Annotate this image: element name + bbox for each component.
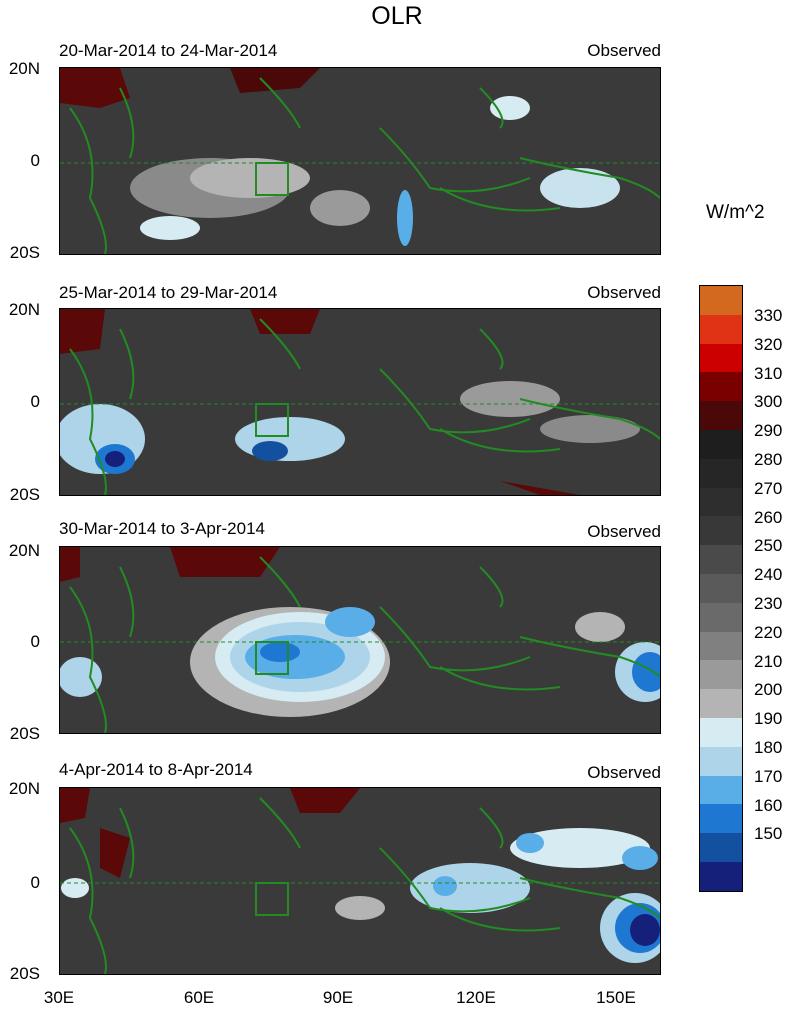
panel-3-tag: Observed: [587, 522, 661, 541]
figure-title: OLR: [371, 2, 423, 30]
colorbar-label: 300: [754, 392, 783, 412]
map-panel-4: [59, 787, 661, 975]
panel-2-date-range: 25-Mar-2014 to 29-Mar-2014: [59, 283, 278, 302]
colorbar-label: 240: [754, 565, 783, 585]
colorbar-swatch: [700, 343, 742, 373]
colorbar-swatch: [700, 314, 742, 344]
colorbar-label: 250: [754, 536, 783, 556]
colorbar-swatch: [700, 861, 742, 891]
lat-label-20n: 20N: [8, 779, 40, 798]
colorbar-swatch: [700, 545, 742, 574]
colorbar-label: 230: [754, 594, 783, 613]
colorbar-units: W/m^2: [706, 202, 765, 223]
colorbar-swatch: [700, 746, 742, 776]
lat-label-20s: 20S: [9, 485, 40, 504]
lat-label-0: 0: [30, 392, 40, 411]
colorbar-swatch: [700, 717, 742, 747]
map-panel-2: [59, 308, 661, 496]
colorbar-swatch: [700, 401, 742, 430]
colorbar-swatch: [700, 458, 742, 488]
panel-2-tag: Observed: [587, 283, 661, 302]
map-panel-3: [59, 546, 661, 734]
colorbar-label: 180: [754, 738, 783, 757]
colorbar-label: 220: [754, 622, 783, 642]
panel-1-tag: Observed: [587, 41, 661, 60]
lat-label-20n: 20N: [8, 59, 40, 78]
lat-label-0: 0: [30, 151, 40, 170]
colorbar-swatch: [700, 429, 742, 459]
colorbar-label: 320: [754, 334, 783, 354]
lat-label-20n: 20N: [8, 300, 40, 319]
panel-4-tag: Observed: [587, 763, 661, 782]
colorbar-swatch: [700, 602, 742, 632]
panel-3-date-range: 30-Mar-2014 to 3-Apr-2014: [59, 519, 266, 538]
lon-label-150e: 150E: [596, 988, 636, 1007]
colorbar-label: 310: [754, 363, 783, 383]
colorbar-label: 290: [754, 421, 783, 441]
lon-label-30e: 30E: [43, 988, 75, 1007]
lat-label-0: 0: [30, 873, 40, 892]
map-panel-1: [59, 67, 661, 255]
colorbar-label: 260: [754, 507, 783, 527]
lat-label-20s: 20S: [9, 724, 40, 743]
colorbar-swatch: [700, 631, 742, 661]
lat-label-20s: 20S: [9, 964, 40, 983]
colorbar-label: 170: [754, 766, 783, 786]
colorbar-swatch: [700, 660, 742, 690]
colorbar-label: 270: [754, 478, 783, 498]
colorbar-label: 210: [754, 651, 783, 671]
lat-label-20s: 20S: [9, 243, 40, 262]
lon-label-90e: 90E: [322, 988, 354, 1007]
colorbar-label: 200: [754, 680, 783, 700]
panel-1-date-range: 20-Mar-2014 to 24-Mar-2014: [59, 41, 278, 60]
colorbar-swatch: [700, 372, 742, 402]
lat-label-0: 0: [30, 632, 40, 651]
lat-label-20n: 20N: [8, 541, 40, 560]
colorbar-swatch: [700, 516, 742, 546]
colorbar-swatch: [700, 286, 742, 315]
colorbar-swatch: [700, 775, 742, 805]
lon-label-60e: 60E: [183, 988, 215, 1007]
panel-4-date-range: 4-Apr-2014 to 8-Apr-2014: [59, 760, 253, 779]
colorbar-swatch: [700, 689, 742, 718]
colorbar-label: 190: [754, 709, 783, 729]
colorbar-swatch: [700, 804, 742, 834]
colorbar-label: 150: [754, 824, 783, 844]
colorbar-swatch: [700, 573, 742, 603]
colorbar-swatch: [700, 487, 742, 517]
colorbar-swatch: [700, 833, 742, 862]
colorbar-label: 330: [754, 306, 783, 325]
colorbar-label: 160: [754, 795, 783, 815]
colorbar: [699, 285, 743, 892]
lon-label-120e: 120E: [456, 988, 496, 1007]
colorbar-label: 280: [754, 450, 783, 469]
